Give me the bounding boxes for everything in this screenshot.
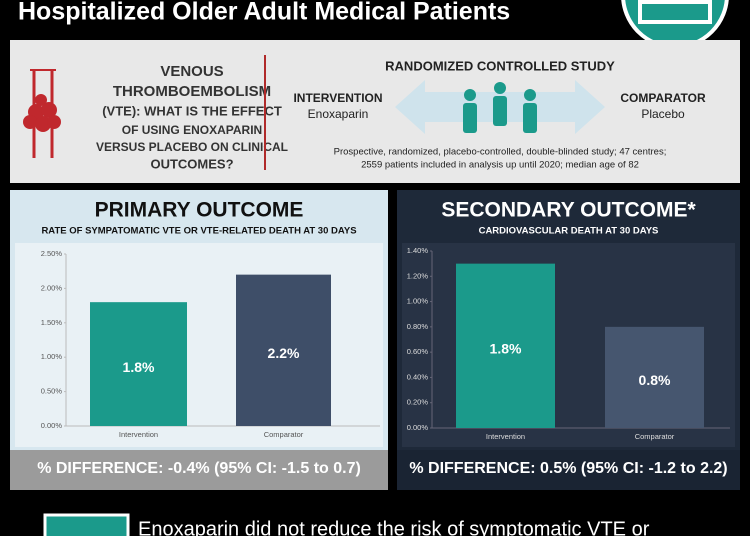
header-title: Hospitalized Older Adult Medical Patient… [18, 0, 510, 26]
comparator-label: COMPARATOR [620, 91, 706, 105]
question-line: VENOUS [160, 63, 223, 80]
question: VENOUS THROMBOEMBOLISM (VTE): WHAT IS THE … [96, 63, 288, 171]
chart-title: SECONDARY OUTCOME* [441, 199, 696, 222]
question-line: (VTE): WHAT IS THE EFFECT [102, 103, 282, 118]
question-line: OUTCOMES? [150, 156, 233, 171]
y-tick-label: 0.20% [407, 398, 429, 407]
y-tick-label: 1.00% [41, 352, 63, 361]
conclusion-text: Enoxaparin did not reduce the risk of sy… [138, 518, 650, 536]
study-description: 2559 patients included in analysis up un… [361, 160, 639, 171]
bar [90, 302, 187, 426]
footer-band [397, 450, 740, 490]
bar [456, 263, 555, 428]
y-tick-label: 1.40% [407, 246, 429, 255]
footnote: % DIFFERENCE: 0.5% (95% CI: -1.2 to 2.2) [409, 460, 727, 477]
y-tick-label: 1.00% [407, 297, 429, 306]
question-line: VERSUS PLACEBO ON CLINICAL [96, 140, 288, 154]
logo-mark [638, 0, 712, 24]
chart-subtitle: RATE OF SYMPATOMATIC VTE OR VTE-RELATED … [41, 226, 356, 237]
y-tick-label: 0.50% [41, 387, 63, 396]
y-tick-label: 1.20% [407, 271, 429, 280]
annotation: 0.8% [639, 372, 671, 388]
y-tick-label: 2.50% [41, 249, 63, 258]
footer-band [10, 450, 388, 490]
vein-icon [23, 69, 61, 158]
intervention-label: INTERVENTION [293, 91, 382, 105]
bar [605, 326, 704, 428]
charts: PRIMARY OUTCOME RATE OF SYMPATOMATIC VTE … [10, 190, 740, 490]
y-tick-label: 0.00% [407, 423, 429, 432]
y-tick-label: 1.50% [41, 318, 63, 327]
question-line: THROMBOEMBOLISM [113, 83, 271, 100]
conclusion-icon [43, 513, 130, 536]
comparator-name: Placebo [641, 107, 685, 121]
data-label: 2.2% [268, 345, 300, 361]
y-tick-label: 0.60% [407, 347, 429, 356]
y-tick-label: 0.00% [41, 421, 63, 430]
people-icon [463, 82, 537, 133]
x-tick-label: Comparator [635, 432, 675, 441]
y-tick-label: 2.00% [41, 283, 63, 292]
x-tick-label: Intervention [119, 430, 158, 439]
chart-title: PRIMARY OUTCOME [95, 199, 304, 222]
bar [236, 274, 331, 426]
y-tick-label: 0.40% [407, 372, 429, 381]
data-label: 1.8% [123, 359, 155, 375]
question-line: OF USING ENOXAPARIN [122, 123, 262, 137]
annotation: 1.8% [490, 341, 522, 357]
study-description: Prospective, randomized, placebo-control… [334, 147, 667, 158]
footnote: % DIFFERENCE: -0.4% (95% CI: -1.5 to 0.7… [37, 460, 361, 477]
intro-panel [10, 40, 740, 183]
study-title: RANDOMIZED CONTROLLED STUDY [385, 58, 615, 73]
intervention-name: Enoxaparin [308, 107, 369, 121]
chart-subtitle: CARDIOVASCULAR DEATH AT 30 DAYS [479, 226, 659, 237]
x-tick-label: Intervention [486, 432, 525, 441]
y-tick-label: 0.80% [407, 322, 429, 331]
x-tick-label: Comparator [264, 430, 304, 439]
